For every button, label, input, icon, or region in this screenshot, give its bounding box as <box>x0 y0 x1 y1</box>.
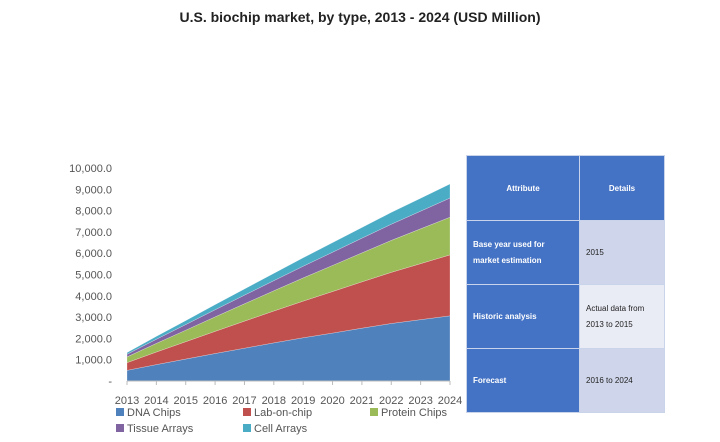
legend-label: Lab-on-chip <box>254 407 312 419</box>
x-tick-label: 2016 <box>203 395 227 407</box>
x-tick-label: 2021 <box>350 395 374 407</box>
legend-item: Tissue Arrays <box>116 423 194 435</box>
chart-title: U.S. biochip market, by type, 2013 - 202… <box>179 9 541 25</box>
x-tick-label: 2023 <box>408 395 432 407</box>
details-cell: 2016 to 2024 <box>579 348 665 413</box>
table-header-row: Attribute Details <box>466 155 665 221</box>
legend-label: Tissue Arrays <box>127 423 194 435</box>
area-chart: - 1,000.0 2,000.0 3,000.0 4,000.0 5,000.0 6,00… <box>69 163 462 435</box>
details-cell: 2015 <box>579 220 665 285</box>
x-tick-label: 2017 <box>232 395 256 407</box>
y-tick-label: 2,000.0 <box>75 333 112 345</box>
y-tick-label: 8,000.0 <box>75 206 112 218</box>
legend-label: Protein Chips <box>381 407 448 419</box>
attribute-table: Attribute Details Base year used for mar… <box>466 155 665 413</box>
header-details: Details <box>579 155 665 221</box>
y-tick-label: 4,000.0 <box>75 291 112 303</box>
table-row: Forecast 2016 to 2024 <box>466 348 665 413</box>
x-tick-label: 2022 <box>379 395 403 407</box>
attribute-cell: Base year used for market estimation <box>466 220 580 285</box>
table-row: Historic analysis Actual data from 2013 … <box>466 284 665 349</box>
x-tick-label: 2024 <box>438 395 462 407</box>
y-tick-label: 1,000.0 <box>75 355 112 367</box>
legend-swatch <box>243 408 251 416</box>
y-tick-label: 7,000.0 <box>75 227 112 239</box>
legend-swatch <box>116 408 124 416</box>
legend-item: Protein Chips <box>370 407 448 419</box>
attribute-cell: Forecast <box>466 348 580 413</box>
legend-item: Cell Arrays <box>243 423 308 435</box>
legend-item: Lab-on-chip <box>243 407 312 419</box>
legend-swatch <box>243 424 251 432</box>
table-row: Base year used for market estimation 201… <box>466 220 665 285</box>
x-tick-label: 2015 <box>173 395 197 407</box>
x-tick-label: 2020 <box>320 395 344 407</box>
legend-swatch <box>370 408 378 416</box>
legend-swatch <box>116 424 124 432</box>
x-tick-label: 2013 <box>115 395 139 407</box>
y-tick-label: 5,000.0 <box>75 270 112 282</box>
header-attribute: Attribute <box>466 155 580 221</box>
y-tick-label: 3,000.0 <box>75 312 112 324</box>
x-tick-label: 2018 <box>262 395 286 407</box>
x-tick-label: 2019 <box>291 395 315 407</box>
legend-label: DNA Chips <box>127 407 181 419</box>
x-tick-label: 2014 <box>144 395 168 407</box>
y-tick-label: 9,000.0 <box>75 184 112 196</box>
y-tick-label: 6,000.0 <box>75 248 112 260</box>
y-tick-label: - <box>108 376 112 388</box>
legend-item: DNA Chips <box>116 407 181 419</box>
area-series-cell-arrays <box>126 183 451 355</box>
y-tick-label: 10,000.0 <box>69 163 112 175</box>
details-cell: Actual data from 2013 to 2015 <box>579 284 665 349</box>
legend-label: Cell Arrays <box>254 423 308 435</box>
attribute-cell: Historic analysis <box>466 284 580 349</box>
